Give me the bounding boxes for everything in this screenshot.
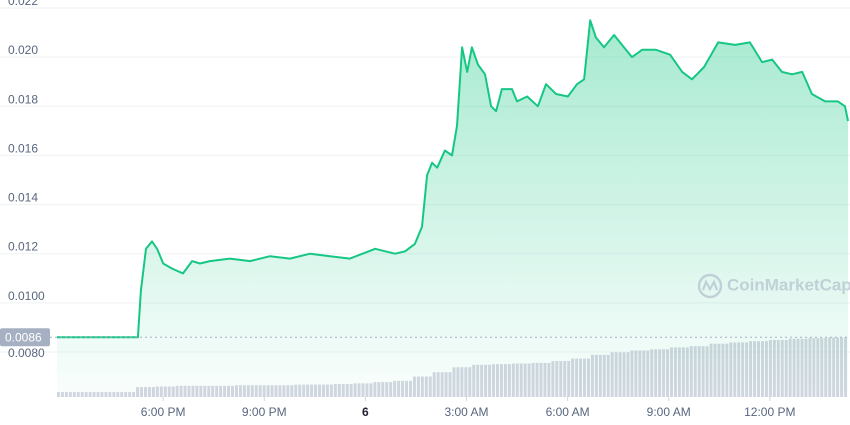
watermark-logo-mark <box>701 279 719 292</box>
y-tick-label: 0.016 <box>8 141 38 155</box>
area-fill <box>57 20 848 398</box>
x-tick-label: 9:00 PM <box>242 405 287 419</box>
reference-label-box <box>0 328 50 347</box>
y-tick-label: 0.022 <box>8 0 38 8</box>
watermark-group: CoinMarketCap <box>697 273 850 299</box>
y-tick-label: 0.0100 <box>8 289 45 303</box>
x-tick-label: 12:00 PM <box>744 405 795 419</box>
y-tick-label: 0.014 <box>8 191 38 205</box>
y-tick-label: 0.012 <box>8 240 38 254</box>
plot <box>57 19 849 398</box>
price-line <box>57 19 849 339</box>
x-tick-label: 9:00 AM <box>647 405 691 419</box>
x-tick-label: 6:00 AM <box>546 405 590 419</box>
reference-label: 0.0086 <box>5 330 42 344</box>
watermark: CoinMarketCap <box>727 275 850 294</box>
y-tick-label: 0.0080 <box>8 346 45 360</box>
x-tick-label: 6:00 PM <box>141 405 186 419</box>
x-tick-label: 3:00 AM <box>444 405 488 419</box>
y-tick-label: 0.018 <box>8 92 38 106</box>
watermark-logo <box>697 273 723 299</box>
x-tick-label: 6 <box>362 405 369 419</box>
y-tick-label: 0.020 <box>8 43 38 57</box>
